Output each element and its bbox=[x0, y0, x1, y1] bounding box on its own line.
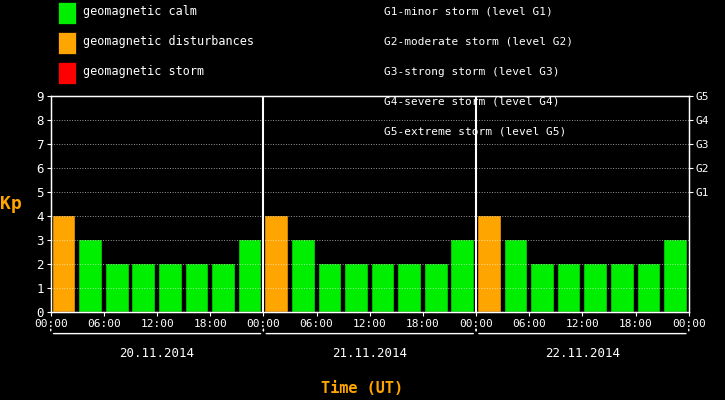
Bar bbox=[239, 240, 262, 312]
Bar bbox=[159, 264, 182, 312]
Bar bbox=[584, 264, 607, 312]
Bar bbox=[186, 264, 208, 312]
Text: 20.11.2014: 20.11.2014 bbox=[120, 346, 194, 360]
Text: Time (UT): Time (UT) bbox=[321, 381, 404, 396]
Bar bbox=[53, 216, 75, 312]
Bar bbox=[664, 240, 687, 312]
Text: G2-moderate storm (level G2): G2-moderate storm (level G2) bbox=[384, 37, 573, 47]
Text: 22.11.2014: 22.11.2014 bbox=[545, 346, 620, 360]
Bar bbox=[452, 240, 474, 312]
Bar bbox=[212, 264, 235, 312]
Text: 21.11.2014: 21.11.2014 bbox=[332, 346, 407, 360]
Text: Kp: Kp bbox=[0, 195, 22, 213]
Text: geomagnetic disturbances: geomagnetic disturbances bbox=[83, 36, 254, 48]
Bar bbox=[318, 264, 341, 312]
Text: G4-severe storm (level G4): G4-severe storm (level G4) bbox=[384, 97, 560, 107]
Bar bbox=[611, 264, 634, 312]
Text: G5-extreme storm (level G5): G5-extreme storm (level G5) bbox=[384, 127, 566, 137]
Bar bbox=[637, 264, 660, 312]
Text: geomagnetic calm: geomagnetic calm bbox=[83, 6, 197, 18]
Text: G3-strong storm (level G3): G3-strong storm (level G3) bbox=[384, 67, 560, 77]
Bar bbox=[265, 216, 288, 312]
Bar bbox=[558, 264, 581, 312]
Bar bbox=[372, 264, 394, 312]
Bar bbox=[79, 240, 102, 312]
Bar bbox=[133, 264, 155, 312]
Bar bbox=[398, 264, 421, 312]
Bar bbox=[478, 216, 501, 312]
Bar bbox=[106, 264, 128, 312]
Bar bbox=[505, 240, 527, 312]
Text: geomagnetic storm: geomagnetic storm bbox=[83, 66, 204, 78]
Bar bbox=[531, 264, 554, 312]
Text: G1-minor storm (level G1): G1-minor storm (level G1) bbox=[384, 7, 553, 17]
Bar bbox=[292, 240, 315, 312]
Bar bbox=[425, 264, 447, 312]
Bar bbox=[345, 264, 368, 312]
